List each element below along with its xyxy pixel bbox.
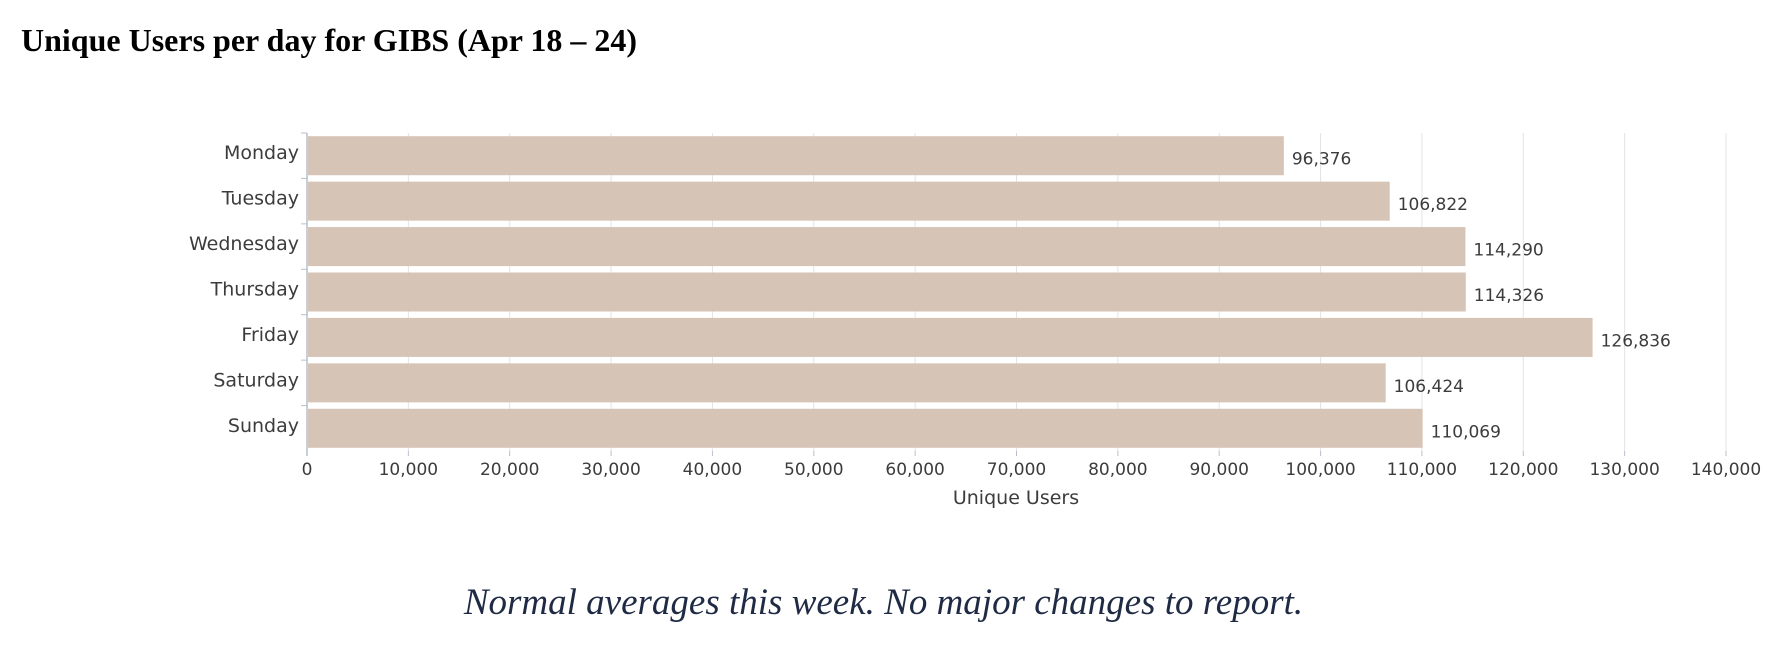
- bar-thursday: [308, 272, 1466, 312]
- x-tick-label: 70,000: [987, 460, 1046, 480]
- users-bar-chart: 0 10,000 20,000 30,000 40,000 50,000 60,000 70,…: [189, 132, 1761, 509]
- value-label: 96,376: [1292, 150, 1351, 170]
- x-tick-label: 10,000: [379, 460, 438, 480]
- x-tick-label: 20,000: [480, 460, 539, 480]
- category-label: Friday: [241, 324, 299, 346]
- x-tick-label: 120,000: [1488, 460, 1558, 480]
- bar-monday: [308, 136, 1284, 176]
- x-tick-label: 40,000: [683, 460, 742, 480]
- x-tick-label: 100,000: [1285, 460, 1355, 480]
- category-label: Saturday: [213, 369, 299, 391]
- x-tick-label: 90,000: [1189, 460, 1248, 480]
- value-label: 106,424: [1394, 377, 1464, 397]
- x-tick-label: 30,000: [581, 460, 640, 480]
- bars: [308, 136, 1593, 448]
- x-tick-label: 0: [302, 460, 313, 480]
- x-axis-title: Unique Users: [953, 487, 1079, 509]
- value-label: 106,822: [1398, 195, 1468, 215]
- category-label: Sunday: [228, 415, 299, 437]
- bar-friday: [308, 317, 1593, 357]
- bar-sunday: [308, 408, 1423, 448]
- weekly-commentary: Normal averages this week. No major chan…: [463, 582, 1304, 623]
- page-title: Unique Users per day for GIBS (Apr 18 – …: [21, 22, 638, 58]
- category-label: Tuesday: [221, 188, 299, 210]
- value-label: 114,326: [1474, 286, 1544, 306]
- category-label: Thursday: [210, 279, 299, 301]
- x-tick-label: 130,000: [1589, 460, 1659, 480]
- x-tick-label: 140,000: [1691, 460, 1761, 480]
- x-tick-label: 80,000: [1088, 460, 1147, 480]
- value-label: 126,836: [1601, 331, 1671, 351]
- labels: 0 10,000 20,000 30,000 40,000 50,000 60,000 70,…: [189, 142, 1761, 480]
- value-label: 114,290: [1473, 241, 1543, 261]
- bar-wednesday: [308, 227, 1466, 267]
- bar-saturday: [308, 363, 1386, 403]
- x-tick-label: 50,000: [784, 460, 843, 480]
- x-tick-label: 60,000: [885, 460, 944, 480]
- category-label: Wednesday: [189, 233, 299, 255]
- x-tick-label: 110,000: [1387, 460, 1457, 480]
- bar-tuesday: [308, 181, 1390, 221]
- category-label: Monday: [224, 142, 299, 164]
- axes: [301, 132, 1727, 456]
- value-label: 110,069: [1431, 422, 1501, 442]
